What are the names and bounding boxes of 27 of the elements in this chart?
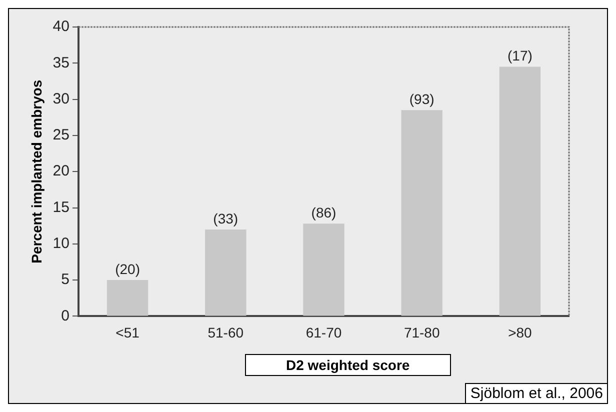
y-tick-label: 20 xyxy=(52,162,70,180)
annotation: (93) xyxy=(409,91,434,108)
y-tick-label: 40 xyxy=(52,18,70,36)
x-tick-label: >80 xyxy=(508,324,532,340)
y-tick-label: 25 xyxy=(52,126,70,144)
y-axis-title: Percent implanted embryos xyxy=(28,80,44,264)
annotation: (17) xyxy=(507,48,532,64)
y-tick-label: 0 xyxy=(61,307,70,324)
annotation: (86) xyxy=(311,204,336,221)
annotation: (20) xyxy=(115,260,140,277)
x-tick-label: 71-80 xyxy=(404,324,440,340)
x-tick-label: 51-60 xyxy=(208,324,244,340)
y-tick-label: 35 xyxy=(52,54,70,72)
text: Sjöblom et al., 2006 xyxy=(465,383,607,403)
annotation: (33) xyxy=(213,210,238,226)
x-tick-label: <51 xyxy=(116,324,140,340)
bar xyxy=(205,229,246,316)
x-axis-title: D2 weighted score xyxy=(245,354,451,376)
y-tick-label: 15 xyxy=(52,198,70,216)
bar xyxy=(303,224,344,316)
bar xyxy=(106,280,148,316)
y-tick-label: 10 xyxy=(52,235,70,252)
bar xyxy=(499,66,541,316)
bar xyxy=(401,110,442,316)
y-tick-label: 30 xyxy=(52,90,70,108)
y-tick-label: 5 xyxy=(61,271,70,288)
x-tick-label: 61-70 xyxy=(306,324,342,340)
